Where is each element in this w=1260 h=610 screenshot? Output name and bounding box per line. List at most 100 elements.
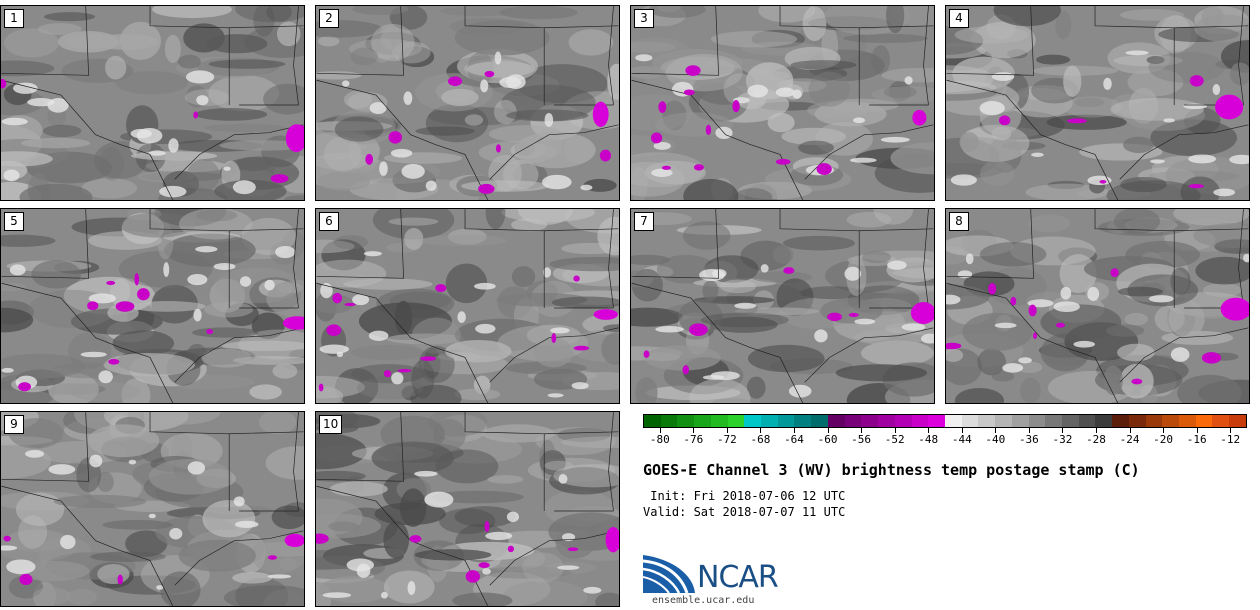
colorbar-tick [928,428,930,433]
colorbar [643,414,1247,428]
colorbar-segment [1195,415,1213,427]
colorbar-segment [1229,415,1246,427]
panel-number: 8 [949,212,969,231]
colorbar-segment [744,415,762,427]
colorbar-tick-label: -36 [1018,433,1039,446]
colorbar-segment [995,415,1012,427]
panel-number: 6 [319,212,339,231]
colorbar-segment [1061,415,1079,427]
ensemble-member-panel-5: 5 [0,208,305,404]
colorbar-tick [894,428,896,433]
colorbar-segment [694,415,711,427]
colorbar-ticks: -80 -76 -72 -68 -64 -60 -56 -52 -48 -44 -40 -36 -32-… [643,428,1247,450]
water-vapor-imagery [1,412,304,606]
colorbar-tick [659,428,661,433]
ensemble-member-panel-4: 4 [945,5,1250,201]
colorbar-tick [1129,428,1131,433]
colorbar-segment [861,415,879,427]
colorbar-segment [1045,415,1062,427]
colorbar-segment [944,415,962,427]
colorbar-segment [928,415,945,427]
ncar-logo-text: NCAR [697,560,779,595]
colorbar-tick-label: -72 [716,433,737,446]
colorbar-tick-label: -44 [951,433,972,446]
water-vapor-imagery [631,209,934,403]
panel-number: 9 [4,415,24,434]
colorbar-segment [811,415,828,427]
colorbar-tick-label: -20 [1153,433,1174,446]
colorbar-tick-label: -28 [1086,433,1106,446]
colorbar-tick-label: -32 [1052,433,1073,446]
colorbar-tick-label: -56 [851,433,872,446]
colorbar-segment [1162,415,1179,427]
panel-number: 7 [634,212,654,231]
colorbar-tick [1230,428,1232,433]
water-vapor-imagery [1,6,304,200]
colorbar-tick [726,428,728,433]
ensemble-member-panel-9: 9 [0,411,305,607]
ensemble-member-panel-7: 7 [630,208,935,404]
ensemble-member-panel-10: 10 [315,411,620,607]
colorbar-tick-label: -12 [1220,433,1241,446]
water-vapor-imagery [316,412,619,606]
colorbar-tick [1196,428,1198,433]
colorbar-tick [961,428,963,433]
colorbar-segment [777,415,795,427]
colorbar-segment [1112,415,1129,427]
colorbar-tick-label: -40 [985,433,1006,446]
colorbar-segment [660,415,678,427]
water-vapor-imagery [631,6,934,200]
colorbar-tick [1062,428,1064,433]
colorbar-segment [961,415,979,427]
colorbar-tick [693,428,695,433]
water-vapor-imagery [316,209,619,403]
panel-number: 3 [634,9,654,28]
valid-time: Valid: Sat 2018-07-07 11 UTC [643,505,846,519]
colorbar-segment [1128,415,1146,427]
colorbar-segment [1179,415,1196,427]
colorbar-segment [878,415,895,427]
ensemble-member-panel-6: 6 [315,208,620,404]
water-vapor-imagery [316,6,619,200]
panel-number: 2 [319,9,339,28]
ncar-url: ensemble.ucar.edu [652,595,755,606]
water-vapor-imagery [946,209,1249,403]
colorbar-tick-label: -64 [784,433,804,446]
colorbar-segment [911,415,929,427]
colorbar-segment [1078,415,1096,427]
colorbar-segment [644,415,661,427]
ensemble-member-panel-8: 8 [945,208,1250,404]
colorbar-segment [827,415,845,427]
colorbar-tick-label: -48 [918,433,939,446]
ensemble-member-panel-3: 3 [630,5,935,201]
ncar-logo-icon [643,555,695,594]
panel-number: 4 [949,9,969,28]
colorbar-segment [894,415,912,427]
init-time: Init: Fri 2018-07-06 12 UTC [643,489,846,503]
colorbar-tick [827,428,829,433]
colorbar-tick-label: -80 [649,433,670,446]
colorbar-segment [1212,415,1230,427]
colorbar-tick-label: -24 [1119,433,1140,446]
colorbar-tick [861,428,863,433]
ensemble-member-panel-2: 2 [315,5,620,201]
colorbar-segment [710,415,728,427]
colorbar-tick-label: -68 [750,433,771,446]
colorbar-tick [995,428,997,433]
colorbar-segment [1145,415,1163,427]
colorbar-segment [1095,415,1113,427]
ensemble-member-panel-1: 1 [0,5,305,201]
colorbar-tick [794,428,795,433]
colorbar-tick-label: -52 [884,433,905,446]
panel-number: 5 [4,212,24,231]
colorbar-segment [727,415,745,427]
colorbar-tick-label: -60 [817,433,838,446]
colorbar-tick [1163,428,1165,433]
colorbar-tick [1096,428,1097,433]
colorbar-segment [794,415,812,427]
colorbar-tick-label: -76 [683,433,704,446]
colorbar-segment [677,415,695,427]
colorbar-tick [1028,428,1030,433]
colorbar-tick-label: -16 [1186,433,1207,446]
water-vapor-imagery [1,209,304,403]
